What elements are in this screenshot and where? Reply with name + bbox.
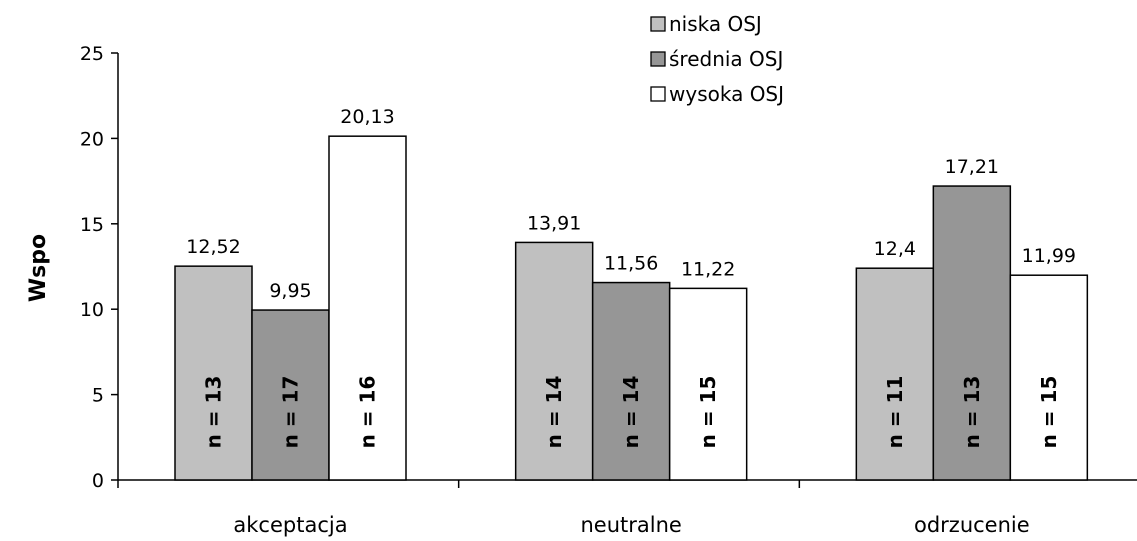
bar-value-label: 12,52 xyxy=(186,236,240,258)
y-tick-label: 0 xyxy=(92,470,104,492)
bars xyxy=(174,135,1089,481)
y-tick-label: 15 xyxy=(80,214,104,236)
bar-value-label: 11,22 xyxy=(681,258,735,280)
bar-n-label: n = 15 xyxy=(1037,376,1061,449)
legend-swatch xyxy=(650,86,666,102)
legend: niska OSJ średnia OSJ wysoka OSJ xyxy=(650,12,784,106)
bar xyxy=(251,309,330,481)
x-category-label: akceptacja xyxy=(233,513,347,537)
bar-n-label: n = 13 xyxy=(202,376,226,449)
x-category-label: odrzucenie xyxy=(914,513,1030,537)
bar-value-label: 11,56 xyxy=(604,253,658,275)
y-tick-label: 10 xyxy=(80,299,104,321)
legend-swatch xyxy=(650,16,666,32)
y-tick-label: 25 xyxy=(80,43,104,65)
bar xyxy=(591,281,671,481)
y-axis-label: Wspo xyxy=(26,234,51,302)
bar-value-label: 9,95 xyxy=(269,280,311,302)
bar-n-label: n = 11 xyxy=(883,376,907,449)
bar xyxy=(1009,274,1089,481)
y-tick-label: 20 xyxy=(80,128,104,150)
bar xyxy=(328,135,407,481)
bar-value-label: 13,91 xyxy=(527,212,581,234)
bar-n-label: n = 17 xyxy=(279,376,303,449)
bar-value-label: 17,21 xyxy=(945,156,999,178)
bar xyxy=(855,267,935,481)
bar-n-label: n = 14 xyxy=(542,376,566,449)
legend-label: niska OSJ xyxy=(669,12,762,36)
bar xyxy=(668,287,748,481)
data-labels: 12,52 n = 13 13,91 n = 14 12,4 n = 11 9,95 n = … xyxy=(186,106,1076,448)
axes: 0 5 10 15 20 25 akceptacja neutralne odrzucenie xyxy=(80,43,1137,537)
bar-value-label: 20,13 xyxy=(340,106,394,128)
bar-n-label: n = 14 xyxy=(619,376,643,449)
bar xyxy=(932,185,1012,481)
legend-swatch xyxy=(650,51,666,67)
bar-n-label: n = 15 xyxy=(696,376,720,449)
bar-value-label: 11,99 xyxy=(1022,245,1076,267)
bar-n-label: n = 13 xyxy=(960,376,984,449)
bar-value-label: 12,4 xyxy=(874,238,916,260)
x-category-label: neutralne xyxy=(580,513,681,537)
legend-label: średnia OSJ xyxy=(669,47,783,71)
bar-n-label: n = 16 xyxy=(356,376,380,449)
y-tick-label: 5 xyxy=(92,385,104,407)
legend-label: wysoka OSJ xyxy=(669,82,784,106)
